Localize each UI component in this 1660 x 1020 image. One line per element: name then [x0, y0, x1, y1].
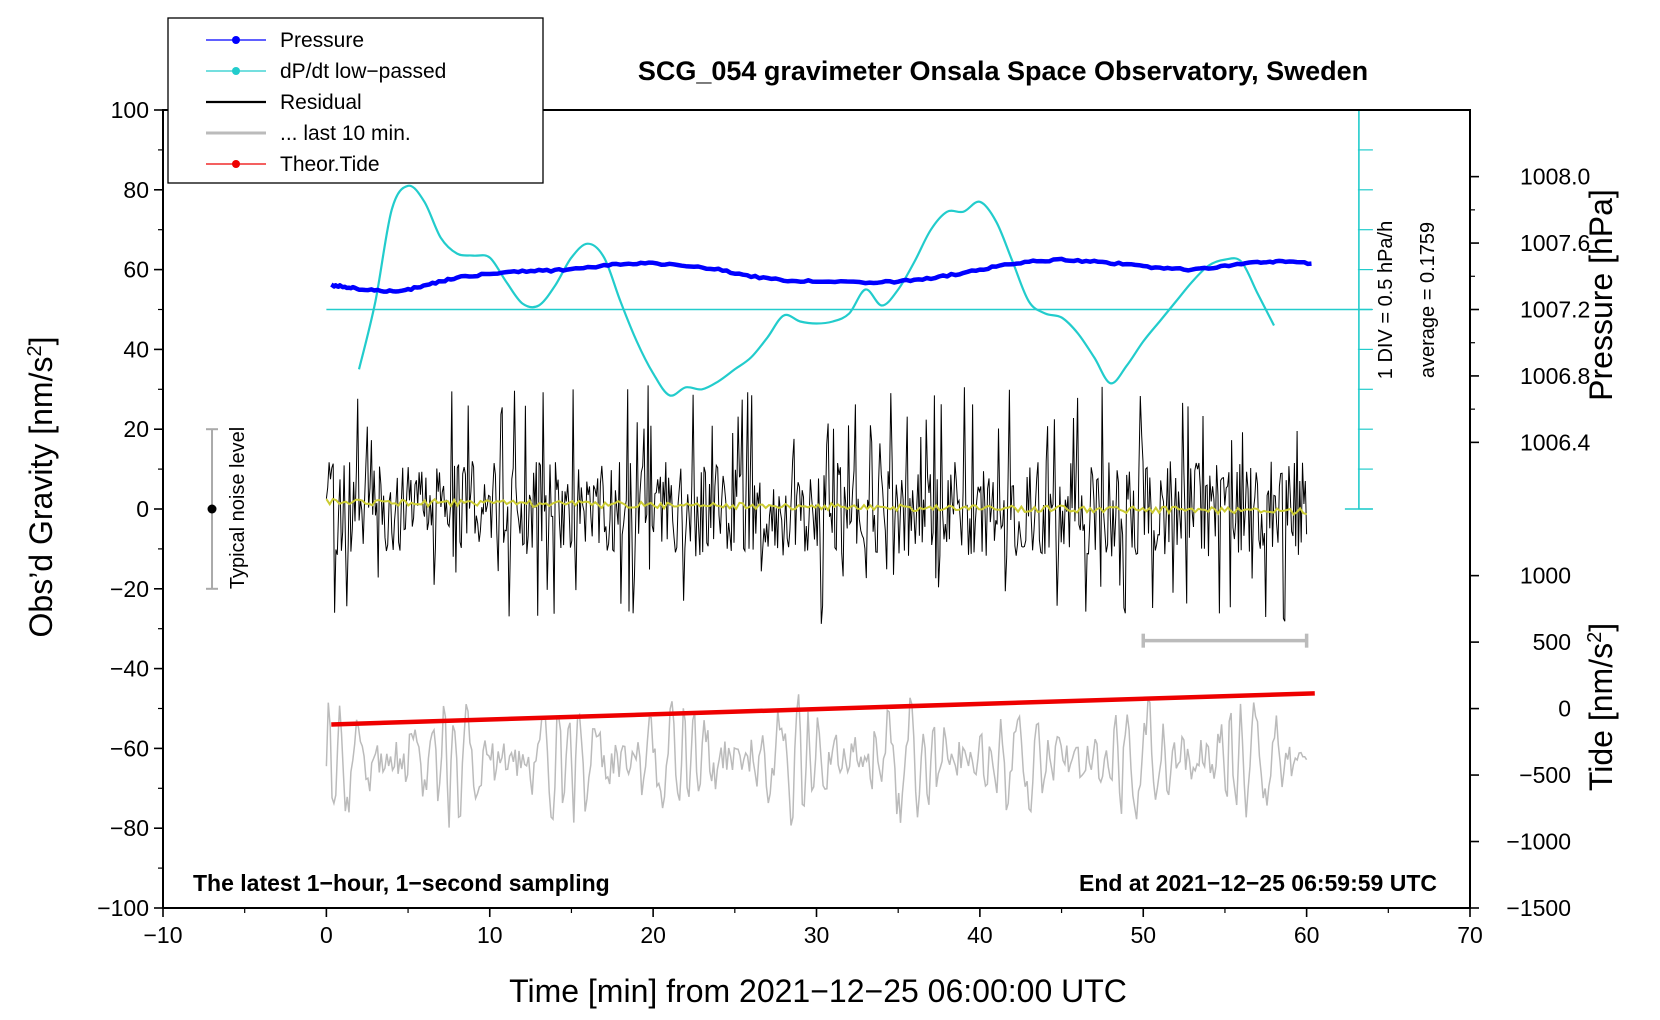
y-tick-label: 0	[136, 496, 149, 522]
tide-tick-label: −1000	[1506, 829, 1571, 855]
y-tick-label: −60	[110, 735, 149, 761]
tide-tick-label: 0	[1558, 696, 1571, 722]
legend-marker-4	[232, 160, 240, 168]
y-axis-title-tide: Tide [nm/s2]	[1583, 623, 1619, 791]
y-tick-label: 40	[123, 336, 149, 362]
axes-layer: −10 0 10 20 30 40 50 60 70−100−80−60−40−20020406…	[97, 97, 1590, 948]
series-layer	[325, 184, 1315, 828]
tide-tick-label: −1500	[1506, 895, 1571, 921]
legend-box	[167, 17, 544, 184]
annotation-layer	[206, 109, 1373, 648]
legend-label-3: ... last 10 min.	[280, 122, 411, 145]
pressure-tick-label: 1007.2	[1520, 297, 1590, 323]
series-pressure-line	[330, 256, 1312, 294]
x-tick-label: −10	[143, 922, 182, 948]
scale-note-div: 1 DIV = 0.5 hPa/h	[1375, 221, 1397, 379]
pressure-tick-label: 1007.6	[1520, 230, 1590, 256]
x-tick-label: 20	[640, 922, 666, 948]
legend-marker-0	[232, 36, 240, 44]
x-tick-label: 10	[477, 922, 503, 948]
sampling-note: The latest 1−hour, 1−second sampling	[193, 870, 610, 896]
noise-level-center-dot	[207, 504, 217, 514]
x-axis-title: Time [min] from 2021−12−25 06:00:00 UTC	[509, 973, 1127, 1009]
chart-title: SCG_054 gravimeter Onsala Space Observat…	[638, 56, 1368, 86]
y-axis-title-left: Obs’d Gravity [nm/s2]	[23, 337, 59, 638]
y-tick-label: −40	[110, 656, 149, 682]
series-residual-line	[325, 385, 1308, 624]
tide-tick-label: −500	[1519, 762, 1571, 788]
x-tick-label: 0	[320, 922, 333, 948]
y-axis-title-left-main: Obs’d Gravity [nm/s	[23, 357, 59, 638]
y-tick-label: −100	[97, 895, 149, 921]
legend-label-1: dP/dt low−passed	[280, 60, 446, 83]
y-tick-label: −20	[110, 576, 149, 602]
legend-label-4: Theor.Tide	[280, 153, 380, 176]
series-theor-tide-line	[331, 691, 1315, 727]
y-tick-label: 60	[123, 257, 149, 283]
pressure-tick-label: 1006.8	[1520, 363, 1590, 389]
y-tick-label: −80	[110, 815, 149, 841]
y-tick-label: 100	[111, 97, 149, 123]
series-last-10-min-line	[325, 694, 1308, 828]
pressure-tick-label: 1008.0	[1520, 164, 1590, 190]
y-axis-title-tide-end: ]	[1583, 623, 1619, 632]
legend-label-0: Pressure	[280, 29, 364, 52]
noise-level-label: Typical noise level	[227, 427, 249, 589]
tide-tick-label: 500	[1533, 629, 1571, 655]
y-tick-label: 20	[123, 416, 149, 442]
legend-label-2: Residual	[280, 91, 362, 114]
y-axis-title-pressure: Pressure [hPa]	[1583, 189, 1619, 401]
x-tick-label: 30	[804, 922, 830, 948]
y-axis-title-tide-sup: 2	[1584, 632, 1606, 643]
end-time-note: End at 2021−12−25 06:59:59 UTC	[1079, 870, 1437, 896]
y-axis-title-left-sup: 2	[24, 345, 46, 356]
y-tick-label: 80	[123, 177, 149, 203]
scale-note-average: average = 0.1759	[1417, 222, 1439, 378]
x-tick-label: 60	[1294, 922, 1320, 948]
y-axis-title-left-end: ]	[23, 337, 59, 346]
legend-marker-1	[232, 67, 240, 75]
x-tick-label: 40	[967, 922, 993, 948]
series-dpdt-line	[357, 184, 1275, 397]
x-tick-label: 50	[1130, 922, 1156, 948]
y-axis-title-tide-main: Tide [nm/s	[1583, 643, 1619, 791]
legend: Pressure dP/dt low−passed Residual ... last…	[167, 17, 544, 184]
series-residual-smoothed-line	[325, 497, 1307, 516]
x-tick-label: 70	[1457, 922, 1483, 948]
tide-tick-label: 1000	[1520, 563, 1571, 589]
pressure-tick-label: 1006.4	[1520, 429, 1591, 455]
